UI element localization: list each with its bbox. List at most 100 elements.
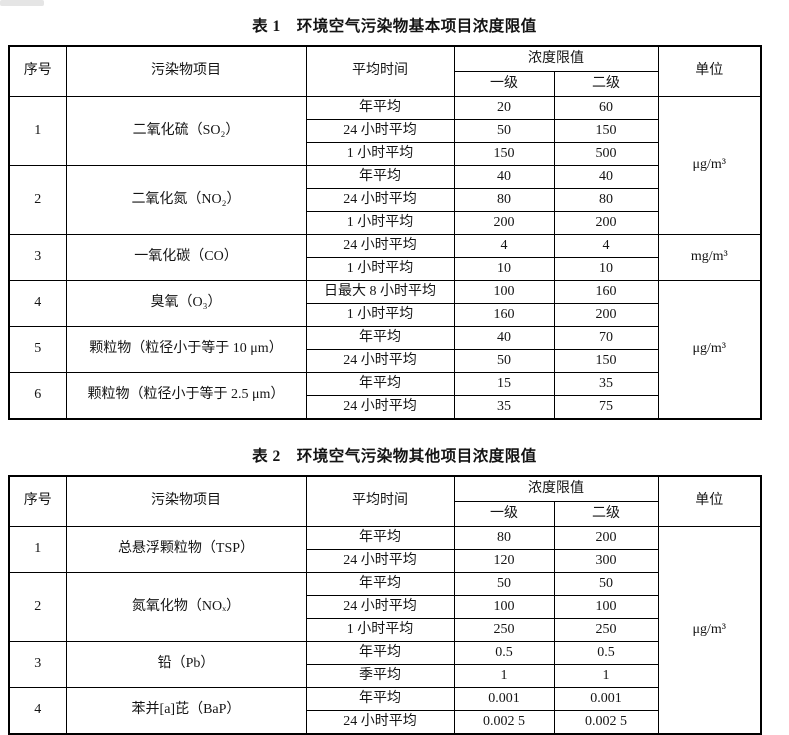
table-row: 3 铅（Pb） 年平均 0.5 0.5 (8, 641, 761, 688)
table-row: 1 小时平均 160 200 (9, 303, 761, 327)
pollutant-name: 一氧化碳（CO） (65, 234, 307, 281)
limit-level1: 40 (453, 326, 555, 350)
pollutant-name: 臭氧（O₃） (65, 280, 307, 327)
limit-level2: 0.002 5 (553, 710, 659, 735)
scan-artifact (0, 0, 44, 6)
limit-level1: 1 (453, 664, 555, 688)
avg-time: 24 小时平均 (305, 595, 455, 619)
avg-time: 年平均 (305, 641, 455, 665)
avg-time: 季平均 (305, 664, 455, 688)
limit-level1: 10 (453, 257, 555, 281)
limit-level1: 100 (453, 595, 555, 619)
table2: 序号 污染物项目 平均时间 浓度限值 单位 一级 二级 1 总悬浮颗粒物（TSP… (8, 475, 762, 735)
limit-level2: 150 (553, 349, 659, 373)
avg-time: 年平均 (305, 572, 455, 596)
avg-time: 24 小时平均 (305, 234, 455, 258)
limit-level2: 10 (553, 257, 659, 281)
pollutant-name: 颗粒物（粒径小于等于 10 μm） (65, 326, 307, 373)
avg-time: 1 小时平均 (305, 142, 455, 166)
pollutant-name: 二氧化硫（SO₂） (65, 96, 307, 166)
avg-time: 日最大 8 小时平均 (305, 280, 455, 304)
table-row: 1 二氧化硫（SO₂） 年平均 20 60 μg/m³ (8, 96, 762, 235)
table-row: 4 苯并[a]芘（BaP） 年平均 0.001 0.001 (8, 687, 761, 735)
avg-time: 年平均 (305, 687, 455, 711)
limit-level1: 0.001 (453, 687, 555, 711)
table-header-row: 序号 污染物项目 平均时间 浓度限值 单位 (8, 475, 762, 527)
avg-time: 24 小时平均 (305, 395, 455, 420)
col-header-avg-time: 平均时间 (305, 475, 455, 527)
col-header-unit: 单位 (657, 475, 762, 527)
limit-level2: 500 (553, 142, 659, 166)
avg-time: 1 小时平均 (305, 618, 455, 642)
limit-level2: 0.001 (553, 687, 659, 711)
col-header-pollutant: 污染物项目 (65, 45, 307, 97)
limit-level2: 250 (553, 618, 659, 642)
limit-level2: 200 (553, 526, 659, 550)
limit-level2: 35 (553, 372, 659, 396)
avg-time: 24 小时平均 (305, 549, 455, 573)
limit-level2: 200 (553, 211, 659, 235)
table-subheader-row: 一级 二级 (9, 71, 761, 97)
col-header-level2: 二级 (553, 71, 659, 97)
col-header-level1: 一级 (453, 501, 555, 527)
limit-level2: 40 (553, 165, 659, 189)
table-row: 24 小时平均 100 100 (9, 595, 761, 619)
unit-cell: μg/m³ (657, 526, 762, 735)
col-header-limit: 浓度限值 (453, 475, 659, 502)
limit-level2: 200 (553, 303, 659, 327)
limit-level1: 160 (453, 303, 555, 327)
limit-level2: 100 (553, 595, 659, 619)
avg-time: 年平均 (305, 372, 455, 396)
table-row: 1 总悬浮颗粒物（TSP） 年平均 80 200 μg/m³ (8, 526, 762, 735)
avg-time: 1 小时平均 (305, 257, 455, 281)
limit-level2: 50 (553, 572, 659, 596)
unit-cell: μg/m³ (657, 280, 762, 420)
limit-level2: 1 (553, 664, 659, 688)
row-no: 4 (8, 687, 67, 735)
limit-level2: 75 (553, 395, 659, 420)
table-row: 3 一氧化碳（CO） 24 小时平均 4 4 mg/m³ (8, 234, 762, 281)
row-no: 3 (8, 234, 67, 281)
table-row: 1 小时平均 150 500 (9, 142, 761, 166)
table1: 序号 污染物项目 平均时间 浓度限值 单位 一级 二级 1 二氧化硫（SO₂） … (8, 45, 762, 420)
table-row: 24 小时平均 120 300 (9, 549, 761, 573)
pollutant-name: 氮氧化物（NOₓ） (65, 572, 307, 642)
pollutant-name: 苯并[a]芘（BaP） (65, 687, 307, 735)
col-header-limit: 浓度限值 (453, 45, 659, 72)
row-no: 2 (8, 165, 67, 235)
row-no: 3 (8, 641, 67, 688)
table-row: 24 小时平均 50 150 (9, 349, 761, 373)
table-row: 1 小时平均 10 10 (9, 257, 761, 281)
limit-level2: 60 (553, 96, 659, 120)
row-no: 1 (8, 526, 67, 573)
avg-time: 年平均 (305, 326, 455, 350)
col-header-unit: 单位 (657, 45, 762, 97)
row-no: 6 (8, 372, 67, 420)
table-row: 2 氮氧化物（NOₓ） 年平均 50 50 (8, 572, 761, 642)
col-header-level2: 二级 (553, 501, 659, 527)
limit-level1: 50 (453, 119, 555, 143)
col-header-level1: 一级 (453, 71, 555, 97)
limit-level1: 0.002 5 (453, 710, 555, 735)
table-row: 5 颗粒物（粒径小于等于 10 μm） 年平均 40 70 (8, 326, 761, 373)
avg-time: 年平均 (305, 526, 455, 550)
limit-level1: 15 (453, 372, 555, 396)
limit-level1: 250 (453, 618, 555, 642)
limit-level1: 200 (453, 211, 555, 235)
limit-level1: 35 (453, 395, 555, 420)
limit-level1: 50 (453, 572, 555, 596)
limit-level1: 40 (453, 165, 555, 189)
table-row: 1 小时平均 200 200 (9, 211, 761, 235)
limit-level2: 150 (553, 119, 659, 143)
table-row: 4 臭氧（O₃） 日最大 8 小时平均 100 160 μg/m³ (8, 280, 762, 420)
limit-level1: 80 (453, 188, 555, 212)
avg-time: 1 小时平均 (305, 211, 455, 235)
limit-level1: 0.5 (453, 641, 555, 665)
table-row: 24 小时平均 80 80 (9, 188, 761, 212)
row-no: 2 (8, 572, 67, 642)
limit-level1: 120 (453, 549, 555, 573)
row-no: 1 (8, 96, 67, 166)
limit-level2: 80 (553, 188, 659, 212)
table2-title: 表 2 环境空气污染物其他项目浓度限值 (252, 448, 537, 465)
table-row: 季平均 1 1 (9, 664, 761, 688)
